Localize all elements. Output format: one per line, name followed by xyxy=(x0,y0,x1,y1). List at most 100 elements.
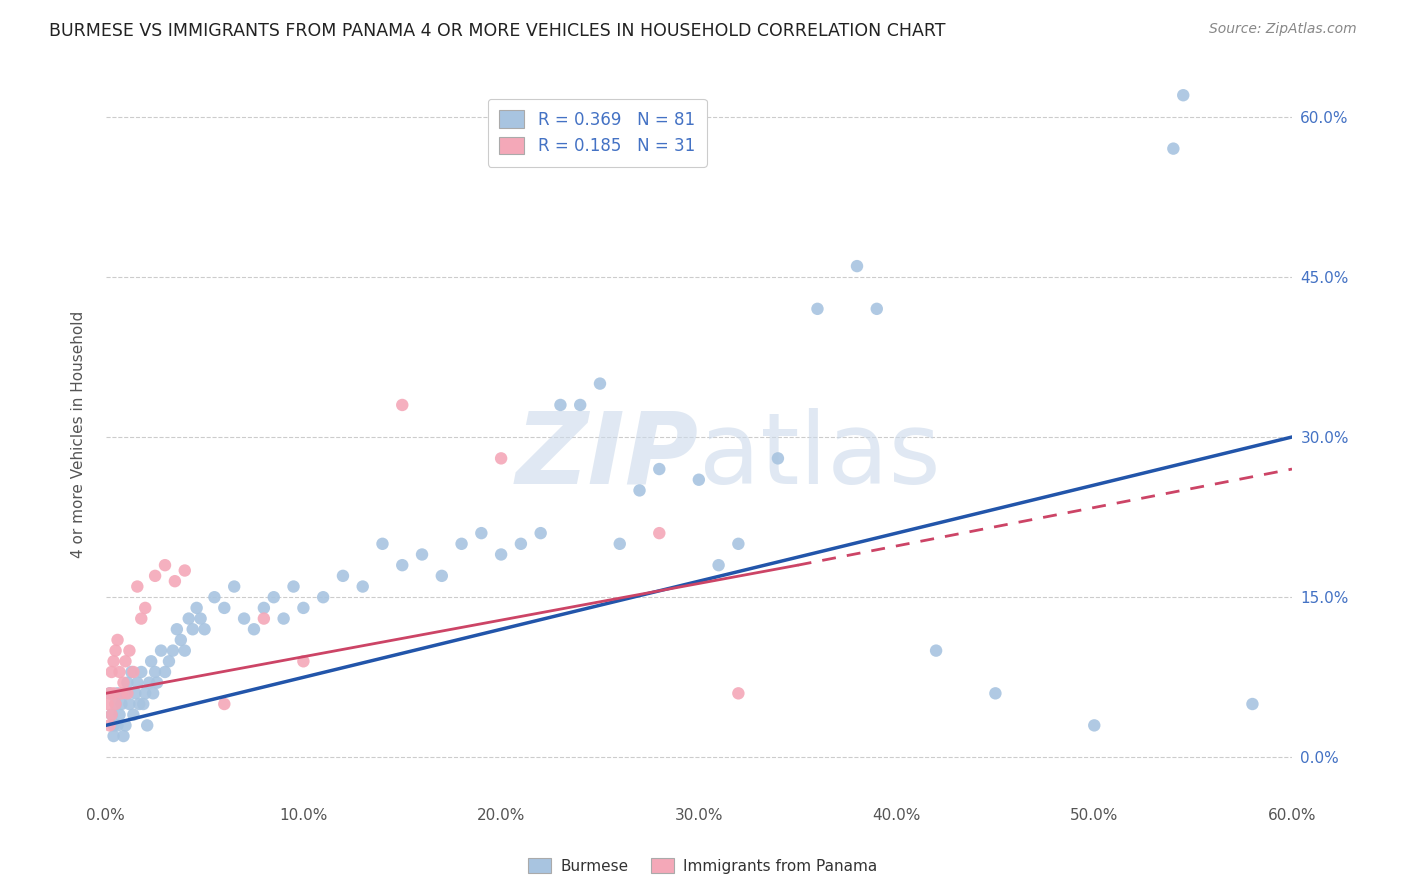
Point xyxy=(550,398,572,412)
Point xyxy=(214,600,236,615)
Point xyxy=(112,729,135,743)
Text: ZIP: ZIP xyxy=(516,408,699,505)
Point xyxy=(609,537,631,551)
Point xyxy=(332,569,354,583)
Point xyxy=(142,686,165,700)
Point xyxy=(727,686,749,700)
Point xyxy=(104,697,127,711)
Point xyxy=(100,707,122,722)
Point xyxy=(489,451,512,466)
Point xyxy=(103,654,125,668)
Point xyxy=(107,686,129,700)
Point xyxy=(766,451,789,466)
Point xyxy=(984,686,1007,700)
Point xyxy=(530,526,553,541)
Point xyxy=(224,580,246,594)
Point xyxy=(114,718,136,732)
Point xyxy=(129,611,152,625)
Point xyxy=(107,632,129,647)
Point xyxy=(292,600,315,615)
Point xyxy=(177,611,200,625)
Point xyxy=(124,686,146,700)
Point xyxy=(143,665,166,679)
Point xyxy=(100,707,122,722)
Point xyxy=(173,564,195,578)
Point xyxy=(430,569,453,583)
Point xyxy=(134,686,156,700)
Point xyxy=(146,675,169,690)
Point xyxy=(509,537,531,551)
Point xyxy=(129,665,152,679)
Point xyxy=(1163,142,1185,156)
Point xyxy=(253,600,276,615)
Point xyxy=(243,622,266,636)
Point xyxy=(292,654,315,668)
Point xyxy=(134,600,156,615)
Point xyxy=(569,398,592,412)
Point xyxy=(100,665,122,679)
Point xyxy=(153,665,176,679)
Point xyxy=(122,665,145,679)
Point xyxy=(233,611,256,625)
Point xyxy=(352,580,374,594)
Point xyxy=(114,686,136,700)
Point xyxy=(173,643,195,657)
Point xyxy=(170,632,193,647)
Point xyxy=(118,697,141,711)
Point xyxy=(312,591,335,605)
Point xyxy=(163,574,186,589)
Point xyxy=(253,611,276,625)
Point xyxy=(114,654,136,668)
Point xyxy=(1083,718,1105,732)
Legend: R = 0.369   N = 81, R = 0.185   N = 31: R = 0.369 N = 81, R = 0.185 N = 31 xyxy=(488,99,707,167)
Point xyxy=(136,718,159,732)
Point xyxy=(110,697,132,711)
Text: BURMESE VS IMMIGRANTS FROM PANAMA 4 OR MORE VEHICLES IN HOUSEHOLD CORRELATION CH: BURMESE VS IMMIGRANTS FROM PANAMA 4 OR M… xyxy=(49,22,946,40)
Point xyxy=(107,718,129,732)
Point xyxy=(925,643,948,657)
Point xyxy=(104,697,127,711)
Point xyxy=(391,558,413,573)
Point xyxy=(150,643,173,657)
Point xyxy=(688,473,710,487)
Point xyxy=(120,665,142,679)
Point xyxy=(806,301,828,316)
Point xyxy=(118,643,141,657)
Point xyxy=(190,611,212,625)
Point xyxy=(166,622,188,636)
Point xyxy=(214,697,236,711)
Point xyxy=(1173,88,1195,103)
Point xyxy=(143,569,166,583)
Point xyxy=(391,398,413,412)
Point xyxy=(157,654,180,668)
Point xyxy=(371,537,394,551)
Point xyxy=(283,580,305,594)
Point xyxy=(193,622,215,636)
Point xyxy=(727,537,749,551)
Point xyxy=(648,462,671,476)
Point xyxy=(141,654,163,668)
Point xyxy=(162,643,184,657)
Point xyxy=(127,675,149,690)
Point xyxy=(589,376,612,391)
Point xyxy=(648,526,671,541)
Text: atlas: atlas xyxy=(699,408,941,505)
Point xyxy=(186,600,208,615)
Point xyxy=(98,686,121,700)
Point xyxy=(628,483,651,498)
Point xyxy=(98,686,121,700)
Point xyxy=(153,558,176,573)
Point xyxy=(450,537,472,551)
Point xyxy=(127,580,149,594)
Y-axis label: 4 or more Vehicles in Household: 4 or more Vehicles in Household xyxy=(72,310,86,558)
Point xyxy=(108,665,131,679)
Point xyxy=(707,558,730,573)
Point xyxy=(181,622,204,636)
Point xyxy=(132,697,155,711)
Point xyxy=(866,301,889,316)
Point xyxy=(117,686,139,700)
Point xyxy=(108,707,131,722)
Point xyxy=(273,611,295,625)
Point xyxy=(117,675,139,690)
Point xyxy=(112,675,135,690)
